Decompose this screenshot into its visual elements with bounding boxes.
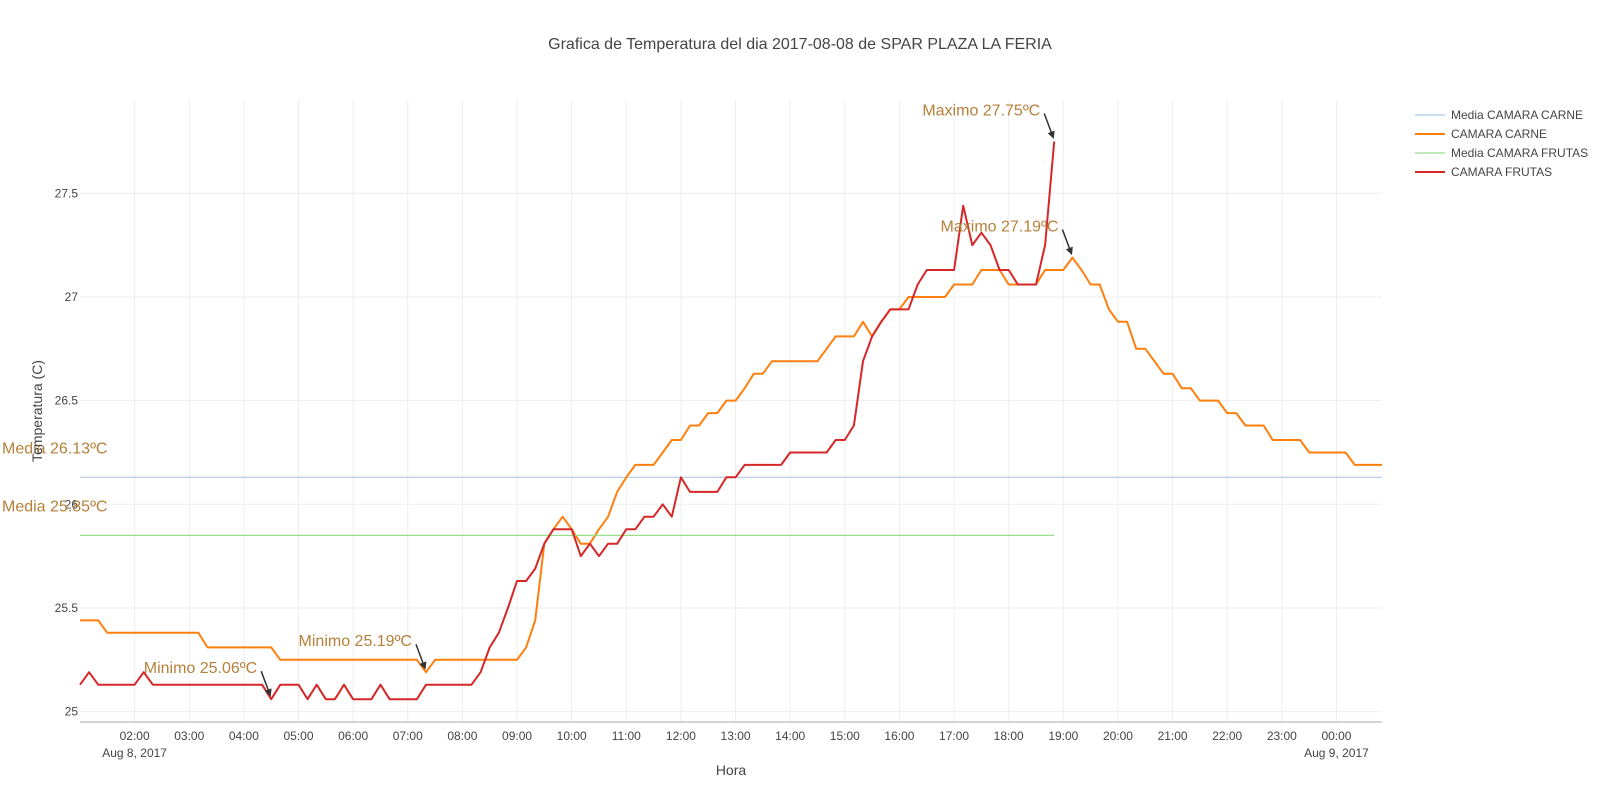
annotation-arrow [1061, 229, 1073, 255]
mean-label: Media 25.85ºC [2, 498, 107, 515]
x-tick-label: 19:00 [1048, 729, 1078, 743]
legend-label: CAMARA CARNE [1451, 127, 1547, 141]
annotation-arrow [415, 643, 427, 670]
x-tick-label: 21:00 [1158, 729, 1188, 743]
x-tick-label: 17:00 [939, 729, 969, 743]
y-tick-label: 26.5 [55, 394, 79, 408]
legend[interactable]: Media CAMARA CARNE CAMARA CARNE Media CAMA… [1415, 108, 1588, 179]
annotation-arrow [260, 670, 272, 697]
legend-item-media-camara-frutas[interactable]: Media CAMARA FRUTAS [1415, 146, 1588, 160]
x-tick-label: 23:00 [1267, 729, 1297, 743]
x-tick-label: 07:00 [393, 729, 423, 743]
x-tick-label: 08:00 [447, 729, 477, 743]
y-tick-label: 27 [65, 290, 79, 304]
legend-label: Media CAMARA FRUTAS [1451, 146, 1588, 160]
x-tick-label: 10:00 [557, 729, 587, 743]
series-layer [79, 141, 1382, 701]
x-tick-label: 13:00 [721, 729, 751, 743]
x-tick-label: 11:00 [612, 729, 641, 743]
y-tick-label: 27.5 [55, 186, 79, 200]
y-tick-label: 25.5 [55, 601, 79, 615]
x-axis-title: Hora [716, 762, 747, 778]
x-tick-label: 15:00 [830, 729, 860, 743]
x-tick-label: 09:00 [502, 729, 532, 743]
legend-item-camara-frutas[interactable]: CAMARA FRUTAS [1415, 165, 1552, 179]
annotation-label: Maximo 27.75ºC [922, 102, 1040, 119]
x-tick-label: 02:00 [120, 729, 150, 743]
chart-title: Grafica de Temperatura del dia 2017-08-0… [548, 36, 1052, 53]
grid [80, 100, 1382, 722]
series-line-camara-frutas [79, 141, 1056, 701]
legend-item-media-camara-carne[interactable]: Media CAMARA CARNE [1415, 108, 1583, 122]
axes: 02:00 03:00 04:00 05:00 06:00 07:00 08:00 09:00… [55, 186, 1382, 760]
series-line-camara-carne [80, 256, 1382, 674]
legend-label: CAMARA FRUTAS [1451, 165, 1552, 179]
x-tick-label: 03:00 [174, 729, 204, 743]
x-tick-label: 06:00 [338, 729, 368, 743]
legend-item-camara-carne[interactable]: CAMARA CARNE [1415, 127, 1547, 141]
x-tick-label: 20:00 [1103, 729, 1133, 743]
y-tick-label: 25 [65, 705, 79, 719]
x-tick-label: 04:00 [229, 729, 259, 743]
y-axis-title: Temperatura (C) [29, 360, 45, 462]
y-tick-label: 26 [65, 497, 79, 511]
annotation-arrow [1043, 113, 1055, 139]
x-tick-label: 22:00 [1212, 729, 1242, 743]
x-tick-label: 05:00 [284, 729, 314, 743]
x-tick-label: 18:00 [994, 729, 1024, 743]
x-date-label: Aug 9, 2017 [1304, 746, 1369, 760]
x-tick-label: 12:00 [666, 729, 696, 743]
annotation-label: Minimo 25.06ºC [144, 660, 257, 677]
legend-label: Media CAMARA CARNE [1451, 108, 1583, 122]
x-tick-label: 16:00 [884, 729, 914, 743]
annotation-label: Minimo 25.19ºC [299, 633, 412, 650]
annotation-label: Maximo 27.19ºC [941, 219, 1059, 236]
mean-label: Media 26.13ºC [2, 440, 107, 457]
x-tick-label: 14:00 [775, 729, 805, 743]
annotations-layer: Maximo 27.75ºC Maximo 27.19ºC Minimo 25.19… [2, 102, 1073, 697]
x-date-label: Aug 8, 2017 [102, 746, 167, 760]
x-tick-label: 00:00 [1321, 729, 1351, 743]
